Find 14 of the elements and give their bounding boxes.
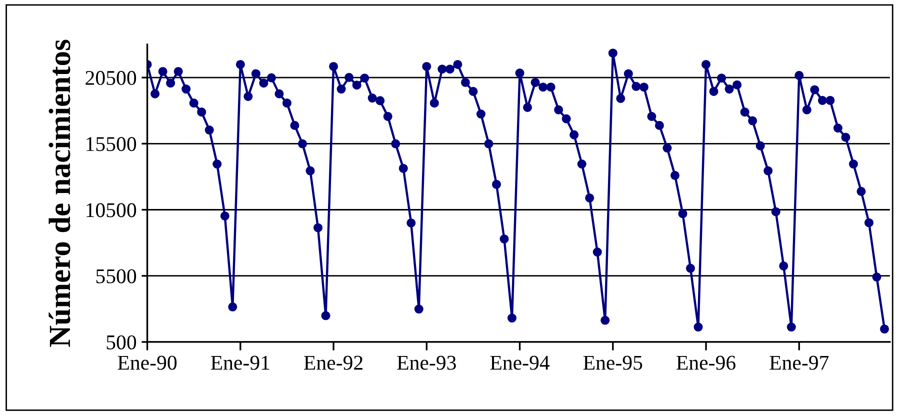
x-tick-label: Ene-93 <box>397 356 456 370</box>
x-tick-label: Ene-94 <box>490 356 550 370</box>
y-tick-label: 5500 <box>96 269 136 284</box>
y-tick-label: 10500 <box>86 203 136 218</box>
x-tick-label: Ene-95 <box>583 356 642 370</box>
y-axis-title: Número de nacimientos <box>48 40 70 347</box>
x-tick-label: Ene-92 <box>304 356 362 370</box>
x-tick-label: Ene-91 <box>210 356 270 370</box>
y-tick-label: 20500 <box>86 70 136 85</box>
y-tick-label: 500 <box>106 335 136 350</box>
y-tick-label: 15500 <box>86 137 136 152</box>
x-tick-label: Ene-96 <box>676 356 736 370</box>
x-tick-label: Ene-90 <box>118 356 177 370</box>
x-tick-label: Ene-97 <box>770 356 829 370</box>
